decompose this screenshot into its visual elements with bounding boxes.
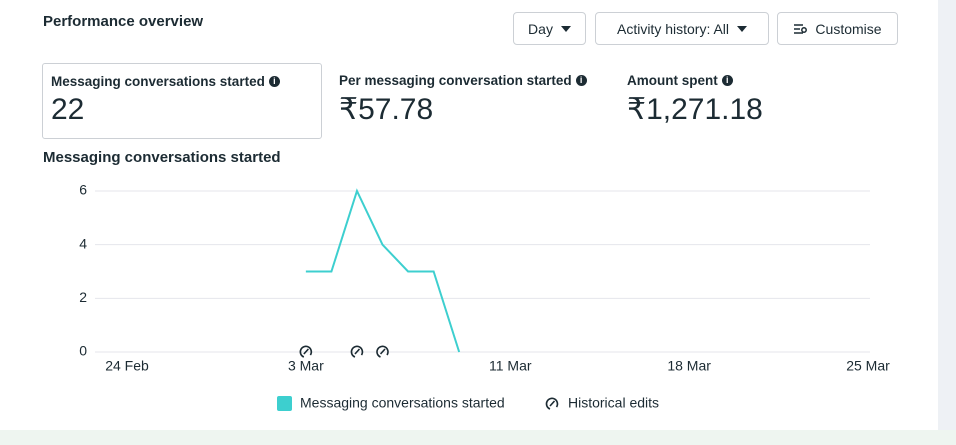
x-tick-label: 25 Mar: [846, 358, 890, 374]
x-tick-label: 18 Mar: [667, 358, 711, 374]
historical-edit-marker: [350, 345, 364, 358]
button-label: Activity history: All: [616, 20, 730, 37]
activity-button[interactable]: Activity history: All: [595, 12, 769, 45]
edit-icon-arc: [545, 397, 559, 410]
edit-icon-arc: [350, 345, 364, 358]
chart-title: Messaging conversations started: [43, 149, 281, 166]
y-tick-label: 4: [79, 235, 87, 251]
metric-card[interactable]: Messaging conversations started i 22: [42, 63, 322, 139]
edit-icon-needle: [549, 400, 556, 407]
metric-card[interactable]: Amount spent i ₹1,271.18: [619, 63, 899, 139]
legend-label: Historical edits: [568, 395, 659, 411]
legend-swatch: [277, 396, 292, 411]
legend-edit-icon: [545, 397, 559, 410]
metric-value: ₹1,271.18: [627, 93, 763, 126]
edit-icon-needle: [354, 348, 361, 355]
legend-label: Messaging conversations started: [300, 395, 505, 411]
y-tick-label: 6: [79, 182, 87, 198]
button-label: Day: [528, 20, 553, 37]
info-icon: i: [721, 75, 733, 86]
x-tick-label: 24 Feb: [105, 358, 149, 374]
metric-label: Amount spent: [627, 73, 718, 88]
chart: Messaging conversations started 0 2 4 6 24 F…: [43, 149, 890, 411]
metric-value: 22: [51, 93, 85, 126]
metric-label: Messaging conversations started: [51, 74, 265, 89]
y-tick-label: 2: [79, 289, 87, 305]
historical-edit-marker: [376, 345, 389, 358]
edit-icon-needle: [379, 348, 386, 355]
metric-label: Per messaging conversation started: [339, 73, 572, 88]
customise-icon: [794, 23, 808, 34]
page-title: Performance overview: [43, 13, 204, 30]
historical-edit-marker: [299, 345, 313, 358]
metric-value: ₹57.78: [339, 93, 434, 126]
line-series: [305, 188, 461, 353]
edit-icon-arc: [299, 345, 313, 358]
metric-card[interactable]: Per messaging conversation started i ₹57.…: [331, 63, 611, 139]
day-button[interactable]: Day: [513, 12, 586, 45]
info-icon: i: [575, 75, 587, 86]
x-tick-label: 11 Mar: [489, 358, 532, 374]
button-label: Customise: [815, 20, 882, 37]
info-icon: i: [268, 76, 280, 87]
edit-icon-needle: [303, 348, 309, 355]
dropdown-icon: [560, 25, 571, 32]
y-tick-label: 0: [79, 343, 87, 359]
dropdown-icon: [737, 25, 748, 32]
edit-icon-arc: [376, 345, 389, 358]
card: [0, 0, 938, 430]
bottom-strip: [0, 430, 956, 445]
x-tick-label: 3 Mar: [288, 358, 324, 374]
customise-button[interactable]: Customise: [777, 12, 898, 45]
